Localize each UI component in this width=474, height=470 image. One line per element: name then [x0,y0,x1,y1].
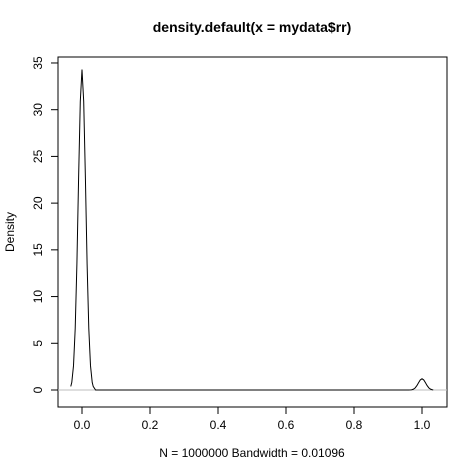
x-tick-label: 0.2 [142,418,159,432]
y-axis-label: Density [3,212,17,252]
y-tick-label: 15 [31,243,45,257]
density-line [70,69,434,391]
x-tick-label: 0.0 [74,418,91,432]
x-tick-label: 1.0 [414,418,431,432]
y-tick-label: 5 [31,340,45,347]
x-axis-label: N = 1000000 Bandwidth = 0.01096 [159,446,345,460]
x-tick-label: 0.6 [278,418,295,432]
y-tick-label: 0 [31,386,45,393]
y-tick-label: 35 [31,56,45,70]
y-tick-label: 10 [31,290,45,304]
plot-box [57,56,448,408]
y-tick-label: 30 [31,103,45,117]
y-tick-label: 20 [31,196,45,210]
chart-title: density.default(x = mydata$rr) [153,19,352,35]
y-tick-label: 25 [31,149,45,163]
x-tick-label: 0.4 [210,418,227,432]
x-tick-label: 0.8 [346,418,363,432]
